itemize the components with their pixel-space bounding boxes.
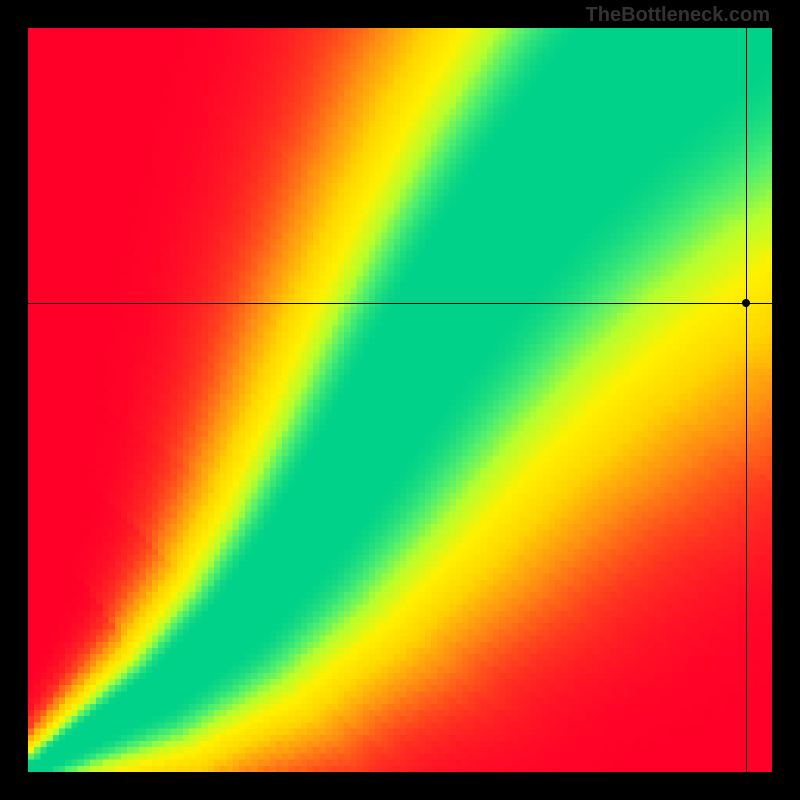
heatmap-canvas [28, 28, 772, 772]
crosshair-vertical [746, 28, 747, 772]
heatmap-plot [28, 28, 772, 772]
crosshair-horizontal [28, 303, 772, 304]
watermark-text: TheBottleneck.com [586, 4, 770, 27]
crosshair-point [742, 299, 750, 307]
